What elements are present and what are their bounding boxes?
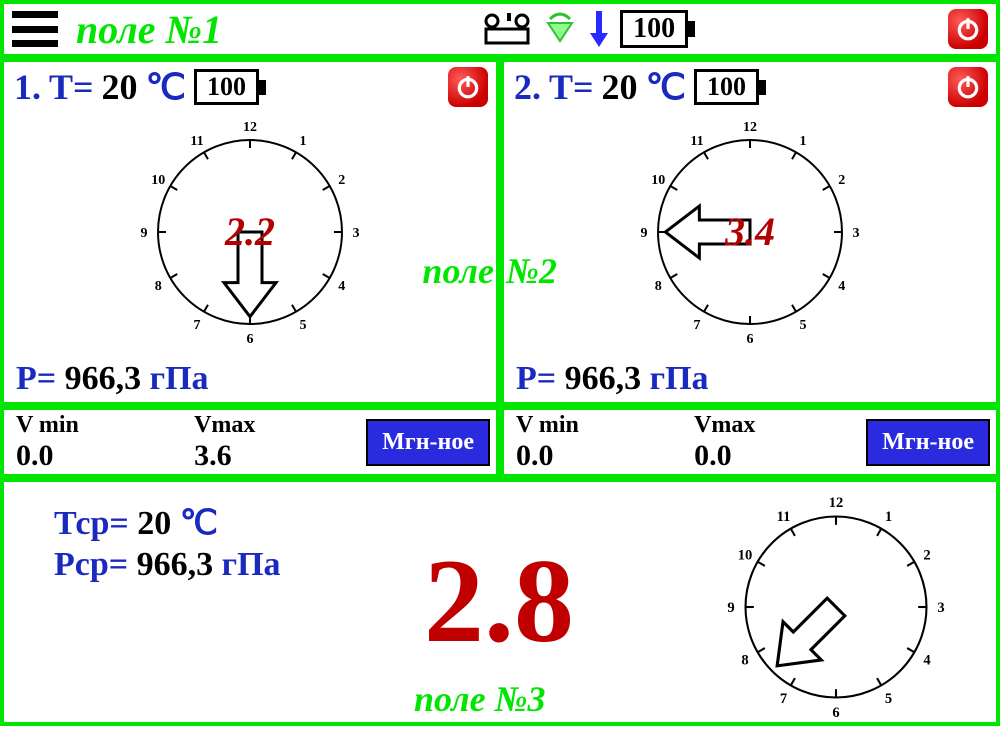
top-bar: поле №1 100 — [0, 0, 1000, 58]
download-icon — [588, 9, 610, 49]
svg-text:5: 5 — [800, 317, 807, 332]
panel1-t-unit: ℃ — [146, 66, 186, 108]
svg-text:6: 6 — [747, 332, 754, 347]
svg-text:11: 11 — [690, 134, 703, 149]
svg-text:9: 9 — [727, 600, 734, 616]
device-icon — [482, 11, 532, 47]
svg-text:3: 3 — [353, 226, 360, 241]
panel2-vmin-value: 0.0 — [516, 439, 682, 473]
panel2-dial: 121234567891011 3.4 — [620, 112, 880, 357]
svg-text:9: 9 — [141, 226, 148, 241]
svg-text:10: 10 — [651, 173, 665, 188]
panel1-vmin-value: 0.0 — [16, 439, 182, 473]
menu-icon[interactable] — [12, 11, 58, 47]
panel1-mode-button[interactable]: Мгн-ное — [366, 419, 490, 466]
panel2-battery: 100 — [694, 69, 759, 105]
panel2-mode-button[interactable]: Мгн-ное — [866, 419, 990, 466]
panel2-side-label: №2 — [506, 250, 557, 292]
svg-text:8: 8 — [741, 653, 748, 669]
panel2-vmax-label: Vmax — [694, 412, 860, 439]
power-button-top[interactable] — [948, 9, 988, 49]
panel1-header: 1. T= 20 ℃ 100 — [4, 62, 496, 108]
bottom-dial: 121234567891011 — [706, 487, 966, 732]
panel2-vmax-value: 0.0 — [694, 439, 860, 473]
panel2-vmin-label: V min — [516, 412, 682, 439]
svg-text:1: 1 — [300, 134, 307, 149]
panel2-t-unit: ℃ — [646, 66, 686, 108]
svg-text:8: 8 — [155, 279, 162, 294]
panel2-index: 2. — [514, 66, 541, 108]
svg-text:2: 2 — [838, 173, 845, 188]
panel1-pressure: P= 966,3 гПа — [4, 360, 496, 402]
bottom-readings: Тср= 20 ℃ Рср= 966,3 гПа — [54, 504, 281, 586]
svg-text:7: 7 — [780, 691, 787, 707]
panel-field-2: 2. T= 20 ℃ 100 №2 121234567891011 3.4 P=… — [500, 58, 1000, 406]
svg-text:6: 6 — [247, 332, 254, 347]
panel2-vrow: V min 0.0 Vmax 0.0 Мгн-ное — [500, 406, 1000, 478]
panel-field-3: Тср= 20 ℃ Рср= 966,3 гПа 2.8 12123456789… — [0, 478, 1000, 726]
panel2-t-value: 20 — [602, 66, 638, 108]
svg-text:3: 3 — [853, 226, 860, 241]
bottom-label: поле №3 — [414, 678, 546, 720]
panel2-header: 2. T= 20 ℃ 100 — [504, 62, 996, 108]
panel2-t-label: T= — [549, 66, 594, 108]
panel1-dial-wrap: 121234567891011 2.2 поле — [4, 108, 496, 360]
panel1-t-label: T= — [49, 66, 94, 108]
svg-text:10: 10 — [738, 548, 753, 564]
panel1-side-label: поле — [422, 250, 494, 292]
panel2-dial-wrap: №2 121234567891011 3.4 — [504, 108, 996, 360]
svg-text:4: 4 — [338, 279, 345, 294]
svg-text:12: 12 — [743, 120, 757, 135]
panel1-t-value: 20 — [102, 66, 138, 108]
panel1-power-button[interactable] — [448, 67, 488, 107]
svg-text:12: 12 — [829, 495, 844, 511]
svg-text:9: 9 — [641, 226, 648, 241]
svg-text:5: 5 — [885, 691, 892, 707]
signal-icon — [542, 11, 578, 47]
svg-text:8: 8 — [655, 279, 662, 294]
svg-text:10: 10 — [151, 173, 165, 188]
status-icons: 100 — [482, 9, 688, 49]
svg-text:5: 5 — [300, 317, 307, 332]
svg-text:2: 2 — [338, 173, 345, 188]
panel2-pressure: P= 966,3 гПа — [504, 360, 996, 402]
panel1-vmax-label: Vmax — [194, 412, 360, 439]
svg-text:7: 7 — [194, 317, 201, 332]
topbar-title: поле №1 — [76, 6, 222, 53]
svg-text:11: 11 — [190, 134, 203, 149]
svg-text:4: 4 — [923, 653, 930, 669]
svg-text:4: 4 — [838, 279, 845, 294]
panel-field-1: 1. T= 20 ℃ 100 121234567891011 2.2 поле … — [0, 58, 500, 406]
svg-text:12: 12 — [243, 120, 257, 135]
fields-row: 1. T= 20 ℃ 100 121234567891011 2.2 поле … — [0, 58, 1000, 478]
panel1-vmax-value: 3.6 — [194, 439, 360, 473]
svg-text:1: 1 — [800, 134, 807, 149]
svg-text:1: 1 — [885, 509, 892, 525]
battery-top: 100 — [620, 10, 688, 48]
svg-text:11: 11 — [777, 509, 791, 525]
svg-text:3: 3 — [937, 600, 944, 616]
bottom-big-value: 2.8 — [424, 532, 574, 670]
panel1-vrow: V min 0.0 Vmax 3.6 Мгн-ное — [0, 406, 500, 478]
panel1-battery: 100 — [194, 69, 259, 105]
svg-text:2: 2 — [923, 548, 930, 564]
panel2-power-button[interactable] — [948, 67, 988, 107]
panel1-index: 1. — [14, 66, 41, 108]
svg-text:6: 6 — [832, 705, 839, 721]
panel1-dial: 121234567891011 2.2 — [120, 112, 380, 357]
svg-text:7: 7 — [694, 317, 701, 332]
panel1-vmin-label: V min — [16, 412, 182, 439]
